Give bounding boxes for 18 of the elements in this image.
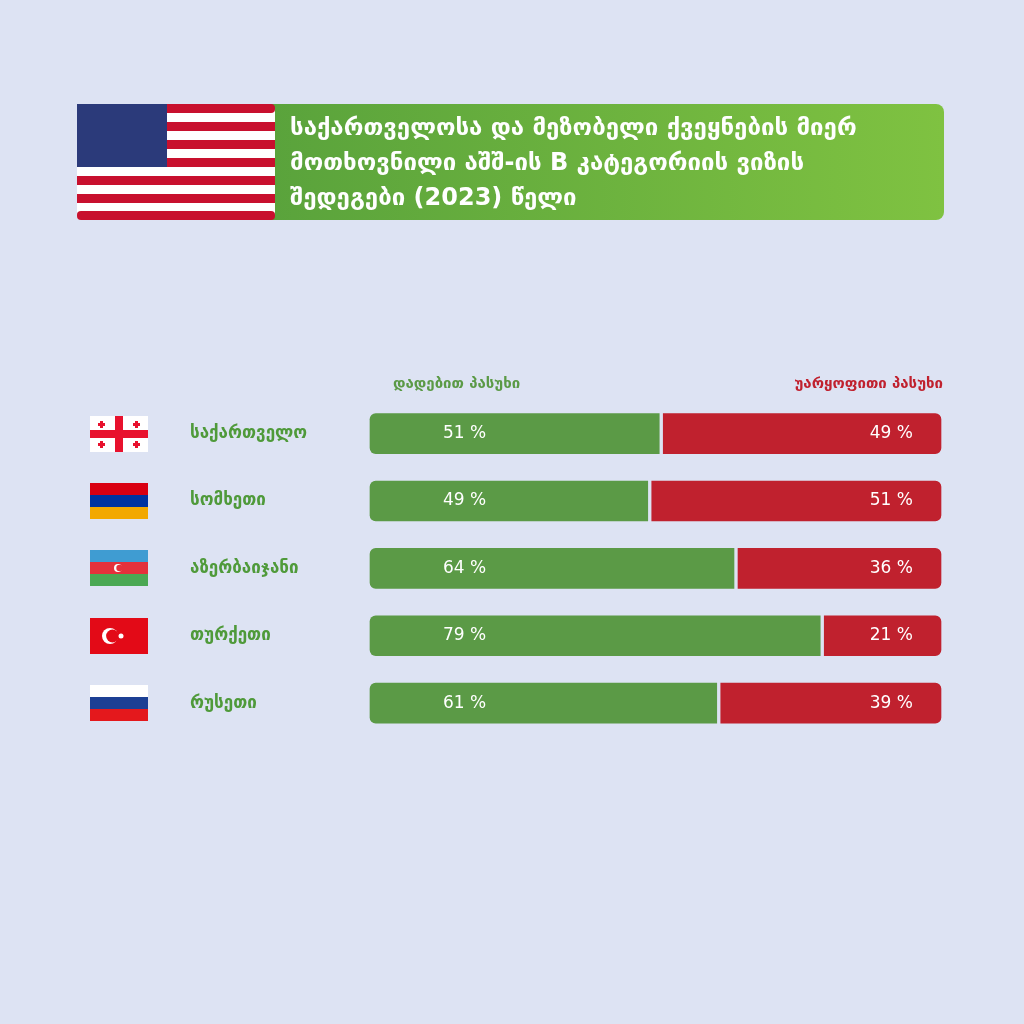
y-tick-label: თურქეთი [190,624,271,645]
data-label: 39 % [869,691,913,712]
y-tick-label: სომხეთი [190,489,266,510]
data-label: 21 % [869,624,913,645]
data-label: 49 % [869,422,913,443]
data-label: 64 % [443,556,487,577]
data-label: 61 % [443,691,487,712]
data-label: 51 % [869,489,913,510]
data-label: 79 % [443,624,487,645]
y-tick-label: საქართველო [190,422,308,443]
data-label: 36 % [869,556,913,577]
chart-title: საქართველოსა და მეზობელი ქვეყნების მიერ მოთხოვნილი აშშ-ის B კატეგორიის ვიზის შედეგები (2023) წელი [290,112,858,213]
data-label: 49 % [443,489,487,510]
y-tick-label: რუსეთი [190,691,257,712]
data-label: 51 % [443,422,487,443]
series-label: დადებით პასუხი [393,373,521,392]
y-tick-label: აზერბაიჯანი [190,556,299,577]
series-label: უარყოფითი პასუხი [794,373,943,392]
